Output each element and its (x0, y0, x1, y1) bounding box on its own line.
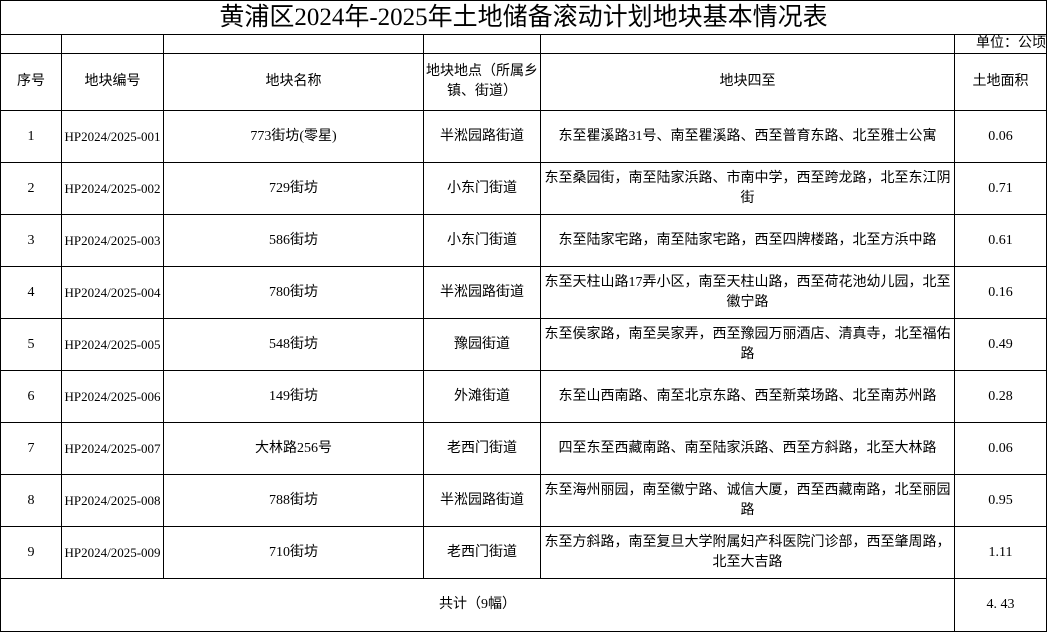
cell-area: 0.95 (953, 474, 1047, 527)
cell-boundaries: 东至山西南路、南至北京东路、西至新菜场路、北至南苏州路 (540, 370, 955, 423)
page-title: 黄浦区2024年-2025年土地储备滚动计划地块基本情况表 (0, 0, 1047, 35)
cell-location: 老西门街道 (423, 422, 541, 475)
cell-name: 788街坊 (163, 474, 424, 527)
table-row: 8 HP2024/2025-008 788街坊 半淞园路街道 东至海州丽园，南至徽宁路、… (0, 474, 1047, 527)
header-code: 地块编号 (61, 53, 164, 111)
empty-cell (163, 34, 424, 54)
empty-cell (423, 34, 541, 54)
table-row: 5 HP2024/2025-005 548街坊 豫园街道 东至侯家路，南至吴家弄，西至豫… (0, 318, 1047, 371)
cell-index: 2 (0, 162, 62, 215)
cell-code: HP2024/2025-001 (61, 110, 164, 163)
header-name: 地块名称 (163, 53, 424, 111)
cell-area: 0.06 (953, 422, 1047, 475)
empty-cell (0, 34, 62, 54)
cell-name: 149街坊 (163, 370, 424, 423)
cell-name: 710街坊 (163, 526, 424, 579)
cell-location: 小东门街道 (423, 162, 541, 215)
table-row: 9 HP2024/2025-009 710街坊 老西门街道 东至方斜路，南至复旦大学附属… (0, 526, 1047, 579)
cell-code: HP2024/2025-003 (61, 214, 164, 267)
header-area: 土地面积 (953, 53, 1047, 111)
table-row: 6 HP2024/2025-006 149街坊 外滩街道 东至山西南路、南至北京东路、西… (0, 370, 1047, 423)
cell-boundaries: 东至瞿溪路31号、南至瞿溪路、西至普育东路、北至雅士公寓 (540, 110, 955, 163)
cell-code: HP2024/2025-008 (61, 474, 164, 527)
cell-name: 729街坊 (163, 162, 424, 215)
cell-area: 0.61 (953, 214, 1047, 267)
cell-name: 773街坊(零星) (163, 110, 424, 163)
cell-boundaries: 东至天柱山路17弄小区，南至天柱山路，西至荷花池幼儿园，北至徽宁路 (540, 266, 955, 319)
cell-index: 6 (0, 370, 62, 423)
cell-area: 1.11 (953, 526, 1047, 579)
header-location: 地块地点（所属乡镇、街道） (423, 53, 541, 111)
table-row: 4 HP2024/2025-004 780街坊 半淞园路街道 东至天柱山路17弄小区，南… (0, 266, 1047, 319)
cell-location: 半淞园路街道 (423, 474, 541, 527)
cell-location: 半淞园路街道 (423, 266, 541, 319)
cell-name: 大林路256号 (163, 422, 424, 475)
header-row: 序号 地块编号 地块名称 地块地点（所属乡镇、街道） 地块四至 土地面积 (0, 53, 1047, 111)
cell-code: HP2024/2025-009 (61, 526, 164, 579)
cell-boundaries: 东至陆家宅路，南至陆家宅路，西至四牌楼路，北至方浜中路 (540, 214, 955, 267)
table-row: 7 HP2024/2025-007 大林路256号 老西门街道 四至东至西藏南路、南至陆… (0, 422, 1047, 475)
cell-location: 小东门街道 (423, 214, 541, 267)
total-area: 4. 43 (953, 578, 1047, 632)
cell-boundaries: 东至海州丽园，南至徽宁路、诚信大厦，西至西藏南路，北至丽园路 (540, 474, 955, 527)
cell-index: 4 (0, 266, 62, 319)
cell-area: 0.28 (953, 370, 1047, 423)
cell-code: HP2024/2025-004 (61, 266, 164, 319)
cell-index: 3 (0, 214, 62, 267)
cell-location: 外滩街道 (423, 370, 541, 423)
unit-label: 单位：公顷 (953, 34, 1047, 54)
cell-boundaries: 东至桑园街，南至陆家浜路、市南中学，西至跨龙路，北至东江阴街 (540, 162, 955, 215)
total-row: 共计（9幅） 4. 43 (0, 578, 1047, 632)
cell-location: 半淞园路街道 (423, 110, 541, 163)
header-index: 序号 (0, 53, 62, 111)
cell-name: 548街坊 (163, 318, 424, 371)
cell-area: 0.06 (953, 110, 1047, 163)
table-row: 2 HP2024/2025-002 729街坊 小东门街道 东至桑园街，南至陆家浜路、市… (0, 162, 1047, 215)
cell-index: 1 (0, 110, 62, 163)
cell-location: 老西门街道 (423, 526, 541, 579)
cell-boundaries: 东至侯家路，南至吴家弄，西至豫园万丽酒店、清真寺，北至福佑路 (540, 318, 955, 371)
table-row: 3 HP2024/2025-003 586街坊 小东门街道 东至陆家宅路，南至陆家宅路，… (0, 214, 1047, 267)
cell-index: 5 (0, 318, 62, 371)
cell-area: 0.71 (953, 162, 1047, 215)
cell-area: 0.49 (953, 318, 1047, 371)
cell-boundaries: 四至东至西藏南路、南至陆家浜路、西至方斜路，北至大林路 (540, 422, 955, 475)
empty-cell (61, 34, 164, 54)
total-label: 共计（9幅） (0, 578, 955, 632)
cell-index: 9 (0, 526, 62, 579)
cell-location: 豫园街道 (423, 318, 541, 371)
cell-code: HP2024/2025-005 (61, 318, 164, 371)
cell-name: 780街坊 (163, 266, 424, 319)
cell-code: HP2024/2025-007 (61, 422, 164, 475)
cell-code: HP2024/2025-002 (61, 162, 164, 215)
cell-name: 586街坊 (163, 214, 424, 267)
cell-area: 0.16 (953, 266, 1047, 319)
cell-code: HP2024/2025-006 (61, 370, 164, 423)
cell-index: 8 (0, 474, 62, 527)
cell-boundaries: 东至方斜路，南至复旦大学附属妇产科医院门诊部，西至肇周路，北至大吉路 (540, 526, 955, 579)
header-boundaries: 地块四至 (540, 53, 955, 111)
cell-index: 7 (0, 422, 62, 475)
empty-cell (540, 34, 955, 54)
table-row: 1 HP2024/2025-001 773街坊(零星) 半淞园路街道 东至瞿溪路31号、… (0, 110, 1047, 163)
